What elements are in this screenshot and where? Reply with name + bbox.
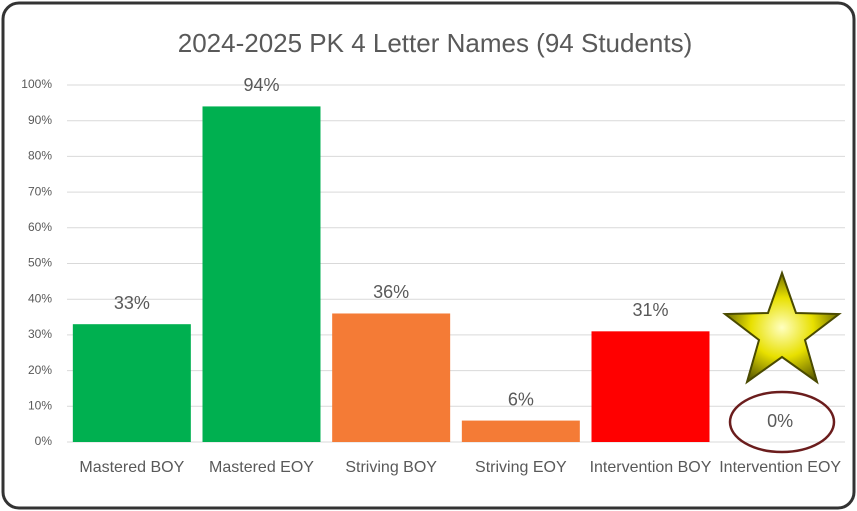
bar [73,324,191,442]
value-label: 33% [114,293,150,313]
y-tick-label: 20% [28,363,52,377]
x-tick-label: Intervention EOY [715,455,845,481]
value-label: 6% [508,389,534,409]
x-tick-label: Mastered BOY [67,455,197,481]
bar [592,331,710,442]
bar [332,313,450,442]
value-label: 36% [373,282,409,302]
y-tick-label: 0% [35,434,53,448]
y-tick-label: 90% [28,113,52,127]
x-tick-label: Striving BOY [326,455,456,481]
x-tick-label: Mastered EOY [197,455,327,481]
y-tick-label: 60% [28,220,52,234]
bar [203,106,321,442]
y-tick-label: 10% [28,398,52,412]
y-tick-label: 40% [28,291,52,305]
chart-container: 2024-2025 PK 4 Letter Names (94 Students… [0,0,857,511]
bar [462,421,580,442]
y-tick-label: 100% [21,77,52,91]
y-tick-label: 80% [28,149,52,163]
value-label: 31% [632,300,668,320]
y-tick-label: 30% [28,327,52,341]
x-tick-label: Striving EOY [456,455,586,481]
chart: 2024-2025 PK 4 Letter Names (94 Students… [0,0,857,511]
y-tick-label: 70% [28,184,52,198]
x-tick-label: Intervention BOY [586,455,716,481]
chart-title: 2024-2025 PK 4 Letter Names (94 Students… [178,28,693,58]
y-tick-label: 50% [28,256,52,270]
value-label: 0% [767,411,793,431]
value-label: 94% [243,75,279,95]
